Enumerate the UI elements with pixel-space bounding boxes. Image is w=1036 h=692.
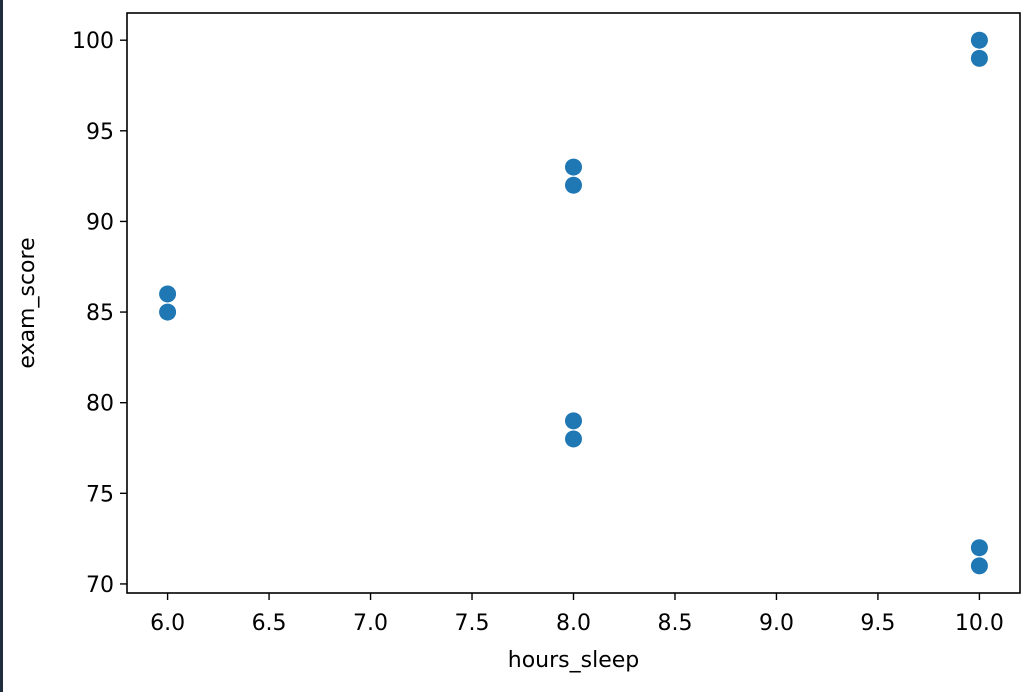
data-point (565, 430, 582, 448)
data-point (159, 285, 177, 303)
x-tick-label: 7.5 (455, 611, 490, 636)
y-axis: 70 75 80 85 90 95 100 (72, 29, 127, 598)
y-tick-label: 100 (72, 29, 114, 54)
data-point (565, 158, 582, 176)
y-tick-label: 70 (86, 573, 114, 598)
data-point (565, 176, 582, 194)
data-point (970, 557, 988, 575)
x-tick-label: 6.0 (150, 611, 185, 636)
data-point (565, 412, 582, 430)
data-point (970, 31, 988, 49)
x-tick-label: 10.0 (955, 611, 1004, 636)
y-tick-label: 95 (86, 120, 114, 145)
data-point (159, 303, 177, 321)
data-points (159, 31, 988, 575)
x-axis-label: hours_sleep (508, 648, 639, 673)
window-edge (0, 0, 3, 692)
y-axis-label: exam_score (15, 237, 40, 368)
x-tick-label: 8.0 (556, 611, 591, 636)
x-axis: 6.0 6.5 7.0 7.5 8.0 8.5 9.0 9.5 10.0 (150, 593, 1004, 636)
x-tick-label: 6.5 (252, 611, 287, 636)
x-tick-label: 9.5 (860, 611, 895, 636)
axes-frame (126, 12, 1021, 594)
y-tick-label: 80 (86, 392, 114, 417)
y-tick-label: 90 (86, 210, 114, 235)
data-point (970, 539, 988, 557)
x-tick-label: 9.0 (759, 611, 794, 636)
x-tick-label: 8.5 (657, 611, 692, 636)
data-point (970, 49, 988, 67)
y-tick-label: 85 (86, 301, 114, 326)
y-tick-label: 75 (86, 482, 114, 507)
x-tick-label: 7.0 (353, 611, 388, 636)
plot-area (126, 12, 1021, 594)
